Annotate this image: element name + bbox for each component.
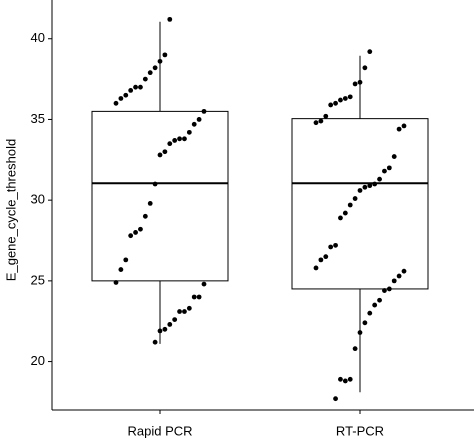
- point: [367, 183, 373, 189]
- point: [152, 65, 158, 71]
- point: [138, 226, 143, 232]
- point: [352, 196, 358, 201]
- point: [123, 92, 129, 98]
- point: [342, 210, 348, 216]
- point: [177, 309, 182, 314]
- point: [377, 297, 382, 303]
- point: [367, 49, 373, 55]
- point: [157, 328, 163, 334]
- point: [138, 84, 143, 90]
- point: [162, 149, 168, 155]
- point: [167, 322, 173, 327]
- point: [162, 326, 168, 332]
- point: [167, 16, 173, 22]
- x-tick-label: RT-PCR: [336, 423, 384, 438]
- point: [172, 317, 178, 323]
- point: [323, 254, 329, 260]
- point: [313, 120, 319, 126]
- point: [123, 257, 129, 263]
- y-axis-label: E_gene_cycle_threshold: [3, 139, 18, 281]
- point: [386, 165, 392, 171]
- point: [186, 129, 192, 135]
- point: [142, 76, 148, 82]
- point: [182, 136, 187, 142]
- point: [182, 309, 187, 314]
- point: [347, 94, 353, 100]
- point: [362, 184, 368, 190]
- point: [162, 52, 168, 58]
- point: [333, 396, 338, 402]
- point: [167, 141, 173, 147]
- point: [128, 87, 134, 93]
- point: [357, 330, 363, 335]
- point: [157, 58, 163, 64]
- point: [147, 200, 153, 206]
- point: [318, 118, 324, 124]
- point: [396, 273, 402, 279]
- point: [152, 339, 158, 345]
- point: [338, 97, 343, 103]
- point: [396, 126, 402, 132]
- point: [118, 96, 124, 101]
- point: [391, 154, 397, 159]
- point: [323, 113, 329, 119]
- point: [172, 138, 178, 143]
- point: [201, 281, 207, 287]
- point: [342, 96, 348, 101]
- point: [142, 213, 148, 219]
- point: [352, 81, 358, 87]
- point: [152, 181, 158, 187]
- point: [196, 294, 202, 300]
- point: [128, 233, 134, 239]
- point: [133, 84, 138, 90]
- point: [391, 278, 397, 284]
- point: [401, 268, 407, 274]
- point: [328, 102, 334, 108]
- y-tick-label: 30: [31, 192, 45, 207]
- point: [367, 310, 373, 316]
- point: [362, 320, 368, 326]
- point: [318, 257, 324, 263]
- point: [362, 65, 368, 71]
- point: [113, 100, 119, 106]
- point: [196, 117, 202, 122]
- point: [133, 230, 138, 235]
- point: [201, 108, 207, 114]
- y-tick-label: 40: [31, 30, 45, 45]
- point: [333, 100, 338, 106]
- x-tick-label: Rapid PCR: [127, 423, 192, 438]
- y-tick-label: 25: [31, 272, 45, 287]
- point: [372, 302, 378, 308]
- point: [382, 168, 387, 174]
- box: [91, 110, 229, 282]
- point: [377, 176, 382, 182]
- y-tick-label: 35: [31, 111, 45, 126]
- point: [328, 244, 334, 250]
- point: [313, 265, 319, 271]
- box: [291, 118, 429, 290]
- point: [333, 242, 338, 248]
- point: [357, 79, 363, 85]
- point: [352, 346, 358, 352]
- point: [401, 123, 407, 129]
- point: [382, 288, 387, 293]
- point: [177, 136, 182, 142]
- point: [372, 181, 378, 187]
- point: [342, 378, 348, 384]
- point: [386, 286, 392, 292]
- point: [338, 376, 343, 382]
- point: [357, 188, 363, 193]
- point: [157, 152, 163, 158]
- point: [338, 215, 343, 221]
- point: [118, 267, 124, 272]
- point: [347, 376, 353, 382]
- point: [191, 121, 197, 127]
- point: [113, 280, 119, 285]
- point: [191, 294, 197, 300]
- point: [347, 202, 353, 208]
- y-tick-label: 20: [31, 353, 45, 368]
- point: [186, 305, 192, 311]
- point: [147, 70, 153, 76]
